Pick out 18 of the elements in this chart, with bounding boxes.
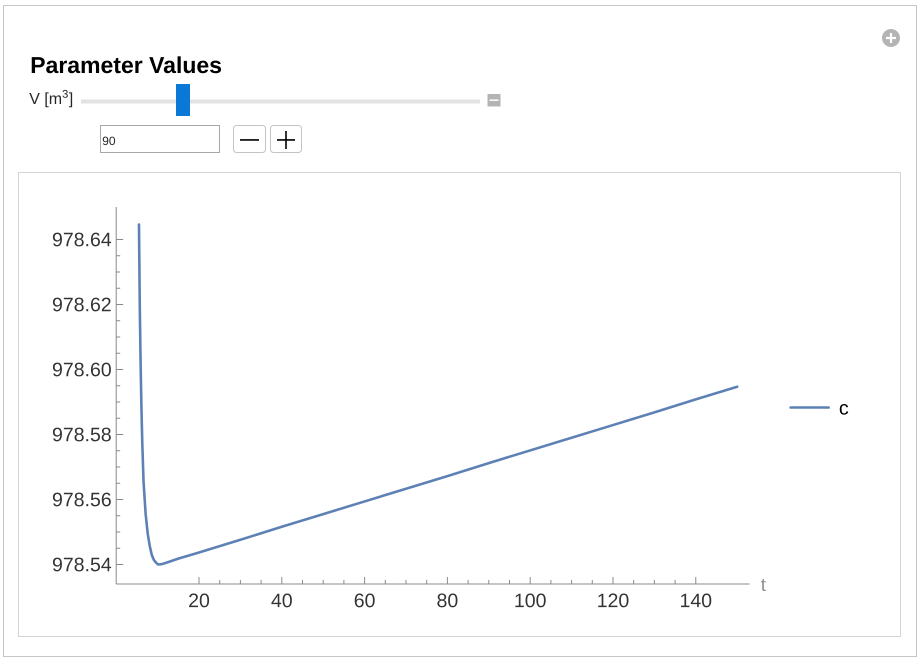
y-tick-label: 978.58 [52,428,111,442]
text: 90 [102,136,116,146]
x-tick-label: 60 [354,594,375,608]
y-tick-label: 978.62 [52,298,111,312]
y-tick-label: 978.56 [52,492,111,506]
y-tick-label: 978.64 [52,232,112,246]
x-tick-label: 140 [681,594,712,608]
x-axis-title: t [761,578,766,592]
legend-label: c [840,404,848,415]
y-tick-label: 978.60 [52,362,111,376]
x-tick-label: 20 [189,594,210,608]
text: V [m$^{3}$] [29,90,72,108]
y-tick-label: 978.54 [52,558,112,572]
x-tick-label: 80 [437,594,458,608]
chart-title: Parameter Values [32,56,222,74]
x-tick-label: 120 [598,594,628,608]
x-tick-label: 100 [515,594,546,608]
x-tick-label: 40 [271,594,292,608]
